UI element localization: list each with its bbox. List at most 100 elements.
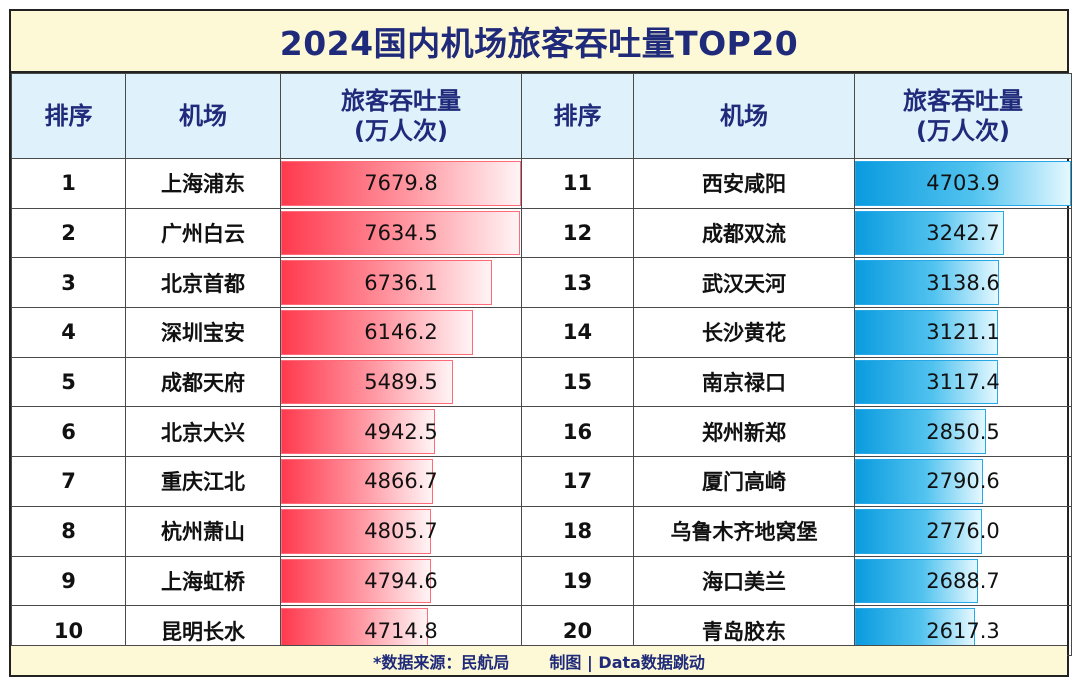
airport-name-right: 海口美兰 [633,555,855,607]
airport-name-right: 郑州新郑 [633,406,855,458]
airport-name-right: 乌鲁木齐地窝堡 [633,505,855,557]
throughput-cell-left: 7679.8 [280,158,522,209]
throughput-cell-left: 7634.5 [280,207,522,259]
rank-cell-left: 2 [11,207,126,259]
throughput-cell-right: 2790.6 [854,456,1072,507]
rank-cell-left: 3 [11,257,126,309]
throughput-value-label: 2850.5 [926,419,1000,444]
throughput-cell-left: 6146.2 [280,307,522,358]
throughput-bar [281,210,520,256]
throughput-bar [281,310,474,355]
header-rank-right: 排序 [521,73,634,159]
throughput-bar [855,359,999,405]
airport-name-left: 深圳宝安 [125,307,281,358]
table-row: 1 上海浦东 7679.8 11 西安咸阳 4703.9 [11,158,1072,209]
header-row: 排序 机场 旅客吞吐量 (万人次) 排序 机场 旅客吞吐量 (万人次) [11,73,1072,159]
throughput-cell-left: 4794.6 [280,555,522,607]
rank-cell-right: 18 [521,505,634,557]
rank-cell-right: 13 [521,257,634,309]
rank-cell-right: 15 [521,356,634,408]
airport-name-right: 武汉天河 [633,257,855,309]
header-throughput-left-line2: (万人次) [354,117,448,145]
header-throughput-right-line1: 旅客吞吐量 [903,87,1023,115]
throughput-bar [281,508,432,554]
throughput-bar [855,310,999,355]
header-airport-left: 机场 [125,73,281,159]
throughput-bar [855,210,1004,256]
airport-name-right: 厦门高崎 [633,456,855,507]
throughput-value-label: 3242.7 [926,221,1000,246]
throughput-cell-right: 3138.6 [854,257,1072,309]
throughput-bar [281,558,431,604]
airport-name-left: 成都天府 [125,356,281,408]
rank-cell-right: 12 [521,207,634,259]
table-row: 6 北京大兴 4942.5 16 郑州新郑 2850.5 [11,406,1072,458]
airport-name-left: 北京首都 [125,257,281,309]
throughput-value-label: 7634.5 [364,221,438,246]
table-row: 5 成都天府 5489.5 15 南京禄口 3117.4 [11,356,1072,408]
throughput-value-label: 4714.8 [364,618,438,643]
airport-name-left: 北京大兴 [125,406,281,458]
throughput-value-label: 4703.9 [926,171,1000,196]
throughput-cell-left: 4942.5 [280,406,522,458]
airport-name-left: 上海浦东 [125,158,281,209]
table-row: 4 深圳宝安 6146.2 14 长沙黄花 3121.1 [11,307,1072,358]
throughput-bar [855,260,1000,306]
airport-name-left: 杭州萧山 [125,505,281,557]
throughput-value-label: 2790.6 [926,469,1000,494]
throughput-cell-left: 4866.7 [280,456,522,507]
airport-name-right: 成都双流 [633,207,855,259]
header-throughput-right: 旅客吞吐量 (万人次) [854,73,1072,159]
rank-cell-left: 8 [11,505,126,557]
ranking-table: 排序 机场 旅客吞吐量 (万人次) 排序 机场 旅客吞吐量 (万人次) 1 上海浦… [11,73,1072,656]
throughput-value-label: 6736.1 [364,270,438,295]
throughput-value-label: 2688.7 [926,568,1000,593]
throughput-cell-right: 2850.5 [854,406,1072,458]
throughput-cell-right: 2688.7 [854,555,1072,607]
airport-name-left: 上海虹桥 [125,555,281,607]
throughput-bar [855,459,984,504]
footer-credit: 制图 | Data数据跳动 [549,652,705,672]
throughput-value-label: 4866.7 [364,469,438,494]
throughput-cell-right: 3242.7 [854,207,1072,259]
rank-cell-left: 4 [11,307,126,358]
table-body: 1 上海浦东 7679.8 11 西安咸阳 4703.9 2 广州白云 7634.5 12 成都双流… [11,158,1072,656]
table-row: 2 广州白云 7634.5 12 成都双流 3242.7 [11,207,1072,259]
throughput-value-label: 3117.4 [926,370,1000,395]
throughput-cell-left: 4805.7 [280,505,522,557]
throughput-bar [855,409,986,455]
throughput-value-label: 7679.8 [364,171,438,196]
throughput-bar [855,558,979,604]
throughput-value-label: 5489.5 [364,370,438,395]
airport-name-left: 重庆江北 [125,456,281,507]
table-row: 9 上海虹桥 4794.6 19 海口美兰 2688.7 [11,555,1072,607]
throughput-cell-right: 2776.0 [854,505,1072,557]
header-throughput-left: 旅客吞吐量 (万人次) [280,73,522,159]
throughput-bar [281,409,436,455]
throughput-bar [855,508,983,554]
table-row: 3 北京首都 6736.1 13 武汉天河 3138.6 [11,257,1072,309]
throughput-value-label: 2776.0 [926,519,1000,544]
throughput-bar [855,161,1071,206]
chart-frame: 2024国内机场旅客吞吐量TOP20 排序 机场 旅客吞吐量 (万人次) 排序 … [9,9,1072,677]
throughput-value-label: 3138.6 [926,270,1000,295]
airport-name-right: 西安咸阳 [633,158,855,209]
throughput-bar [281,260,492,306]
rank-cell-left: 9 [11,555,126,607]
header-airport-right: 机场 [633,73,855,159]
throughput-cell-right: 4703.9 [854,158,1072,209]
rank-cell-right: 16 [521,406,634,458]
throughput-value-label: 3121.1 [926,320,1000,345]
rank-cell-right: 17 [521,456,634,507]
footer: *数据来源：民航局 制图 | Data数据跳动 [11,645,1067,675]
rank-cell-right: 11 [521,158,634,209]
table-row: 8 杭州萧山 4805.7 18 乌鲁木齐地窝堡 2776.0 [11,505,1072,557]
header-throughput-left-line1: 旅客吞吐量 [341,87,461,115]
table-row: 7 重庆江北 4866.7 17 厦门高崎 2790.6 [11,456,1072,507]
throughput-cell-right: 3117.4 [854,356,1072,408]
rank-cell-left: 1 [11,158,126,209]
airport-name-right: 南京禄口 [633,356,855,408]
rank-cell-left: 7 [11,456,126,507]
rank-cell-left: 6 [11,406,126,458]
header-rank-left: 排序 [11,73,126,159]
